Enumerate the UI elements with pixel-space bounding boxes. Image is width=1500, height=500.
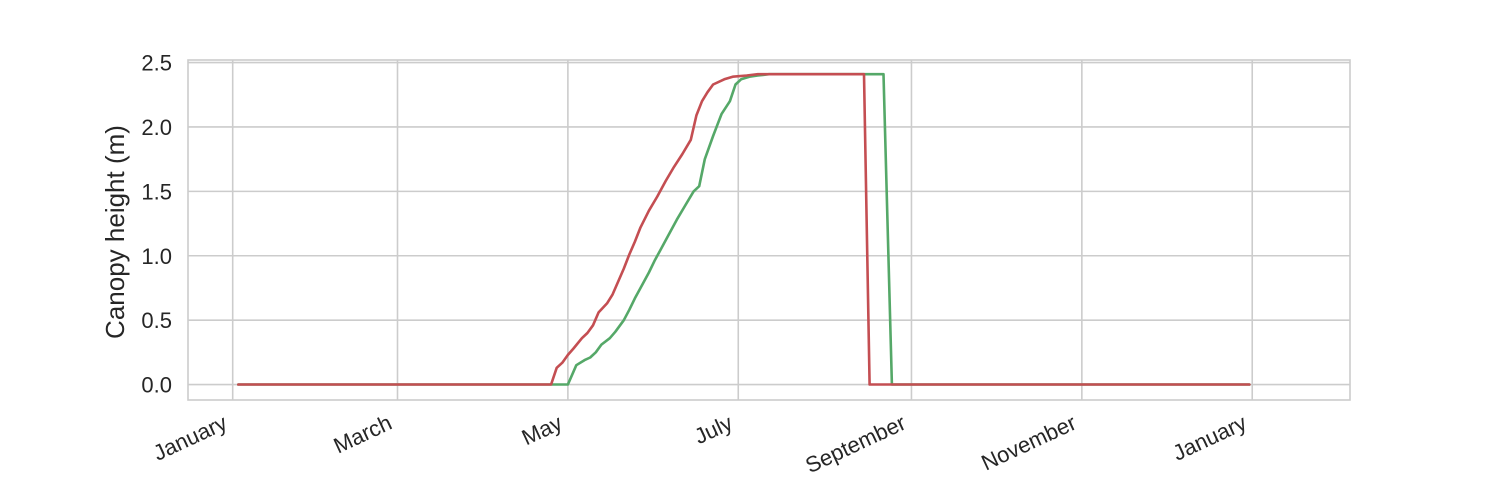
series-line-1 (237, 72, 1251, 386)
x-tick-label: May (518, 410, 566, 450)
x-tick-labels: January March May July September November Janu… (149, 410, 1250, 478)
x-tick-label: September (801, 410, 909, 478)
x-tick-label: July (690, 410, 736, 449)
y-tick-label: 0.0 (141, 373, 172, 398)
y-tick-label: 1.0 (141, 244, 172, 269)
y-axis-label: Canopy height (m) (100, 125, 130, 339)
x-tick-label: January (149, 410, 231, 466)
x-tick-label: January (1169, 410, 1251, 466)
grid (188, 60, 1350, 400)
y-tick-label: 2.5 (141, 51, 172, 76)
series-line-2 (237, 72, 1251, 386)
x-tick-label: November (977, 410, 1080, 476)
y-tick-labels: 0.0 0.5 1.0 1.5 2.0 2.5 (141, 51, 172, 398)
series-lines (237, 72, 1251, 386)
y-tick-label: 1.5 (141, 179, 172, 204)
y-tick-label: 0.5 (141, 308, 172, 333)
plot-frame (187, 59, 1351, 401)
x-tick-label: March (330, 410, 396, 458)
y-tick-label: 2.0 (141, 115, 172, 140)
